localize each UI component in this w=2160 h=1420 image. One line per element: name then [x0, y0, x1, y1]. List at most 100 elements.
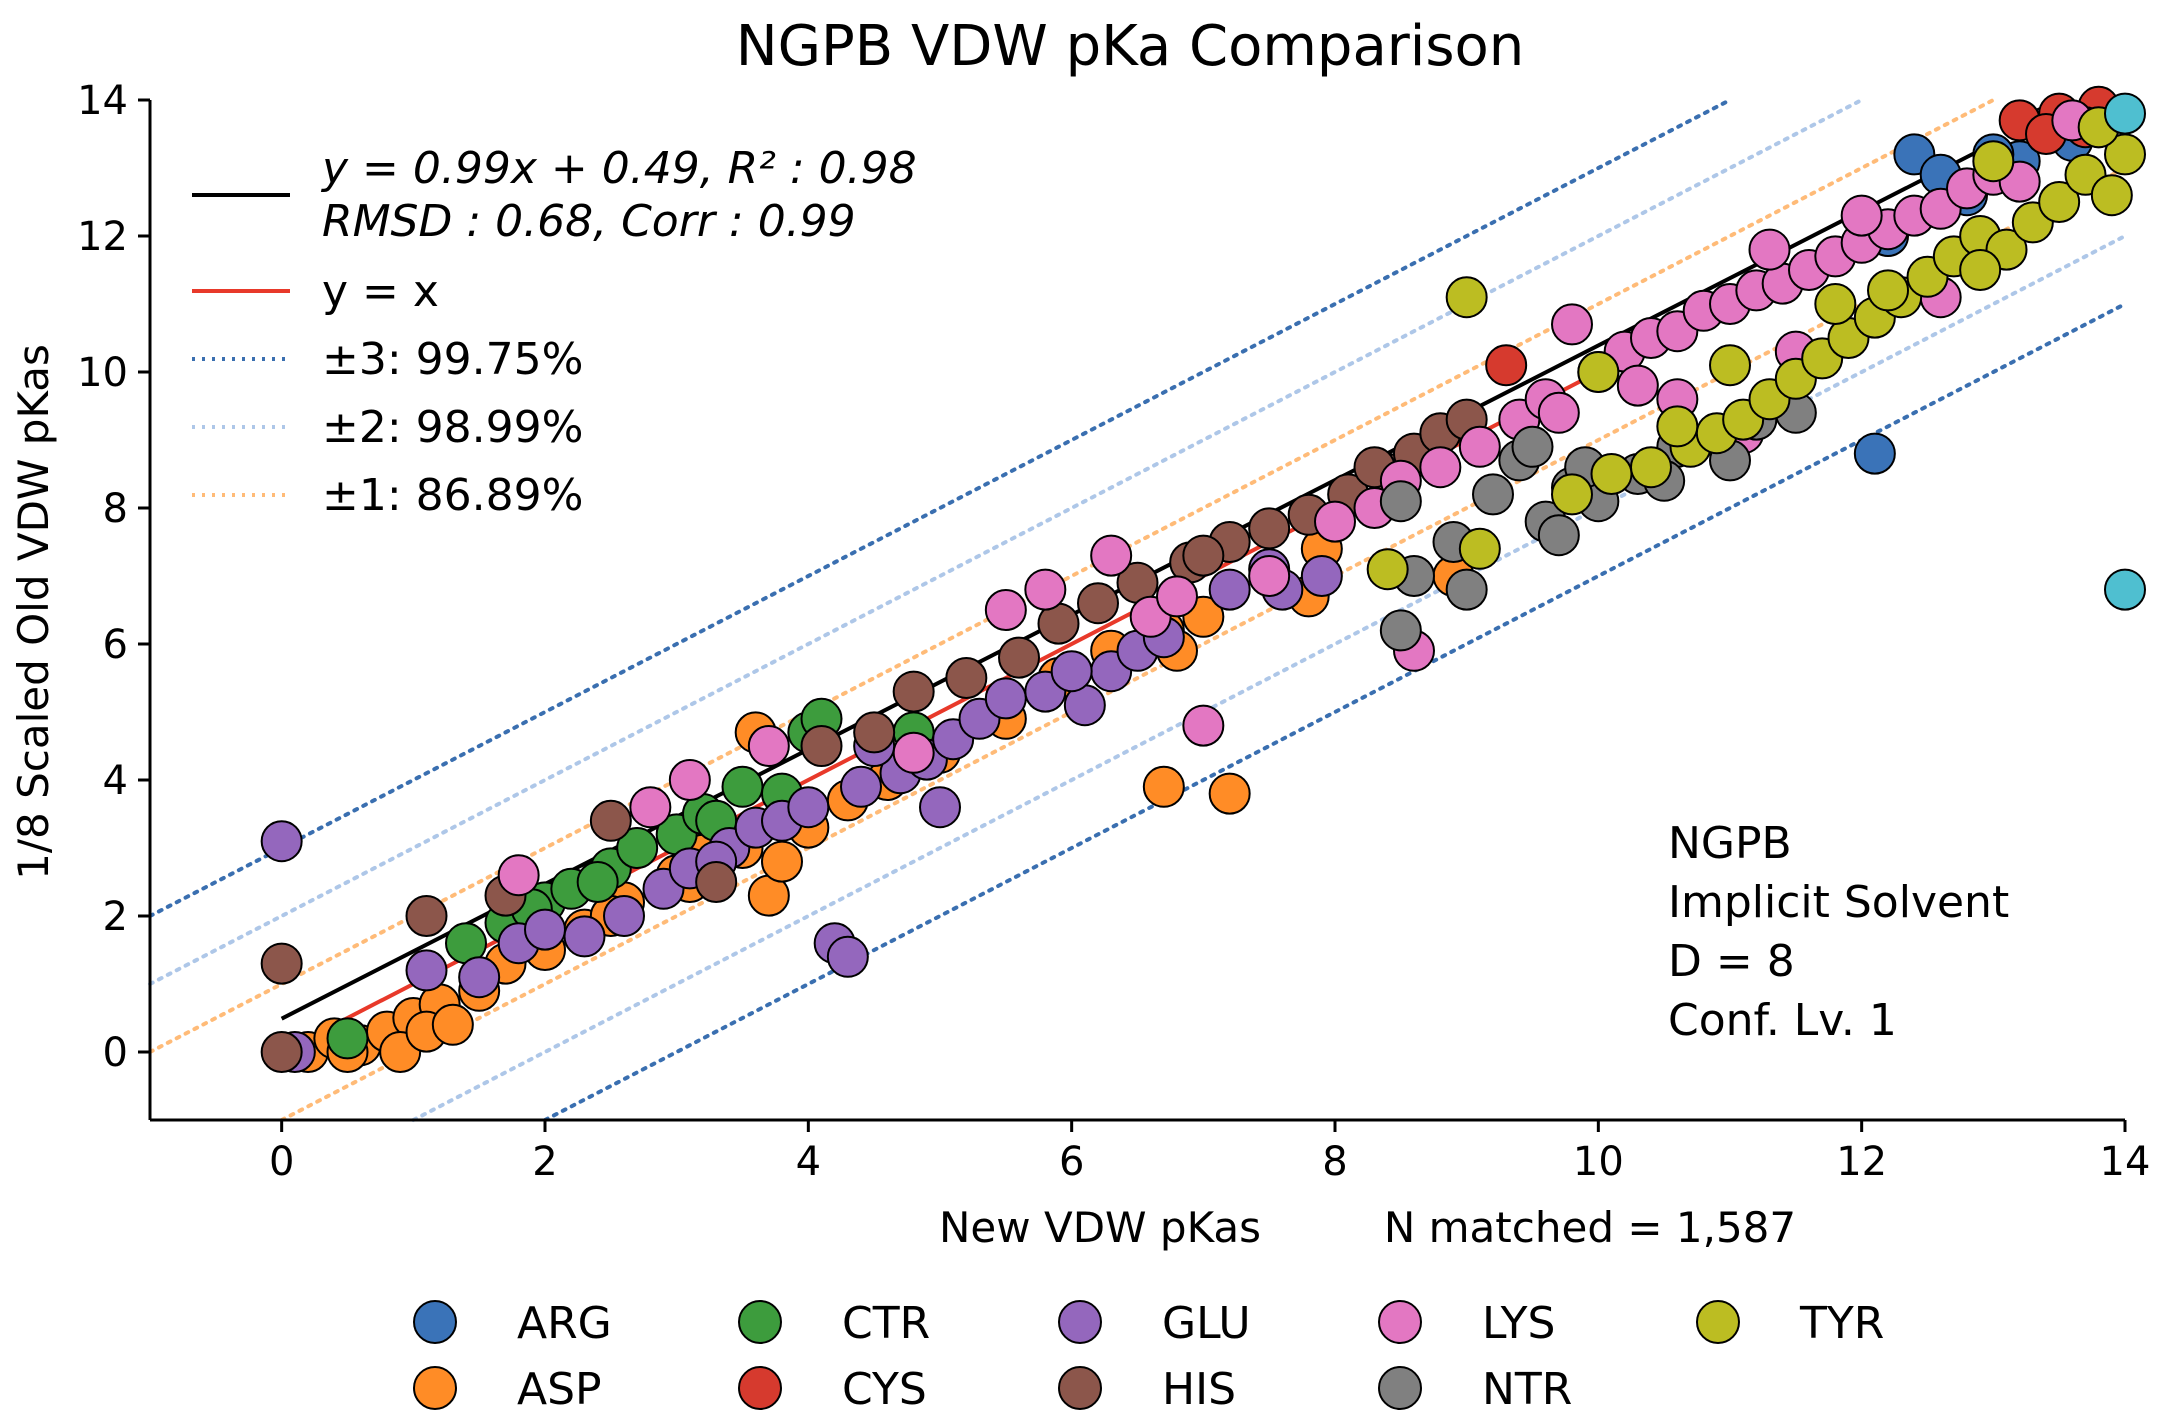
point-glu	[563, 915, 606, 958]
point-ctr	[326, 1017, 369, 1060]
point-lys	[984, 589, 1027, 631]
series-legend: ARG ASP CTR CYS GLU HIS LYS NTR TYR	[413, 1298, 1884, 1415]
point-lys	[1616, 364, 1659, 407]
identity-legend-label: y = x	[322, 266, 439, 317]
legend-marker-glu	[1058, 1300, 1102, 1344]
point-asp	[761, 840, 803, 883]
point-glu	[919, 786, 961, 829]
annotation-line-1: NGPB	[1668, 818, 1792, 869]
point-lys	[1182, 704, 1225, 747]
legend-marker-tyr	[1696, 1300, 1740, 1344]
point-lys	[1748, 228, 1791, 271]
point-ntr	[1445, 568, 1488, 611]
data-points	[260, 85, 2146, 1073]
fit-legend-line1: y = 0.99x + 0.49, R² : 0.98	[320, 143, 917, 194]
point-tyr	[1972, 140, 2015, 183]
annotation-line-4: Conf. Lv. 1	[1668, 995, 1897, 1046]
point-cys	[1485, 344, 1528, 387]
point-ntr	[1537, 514, 1580, 557]
x-tick-label: 8	[1322, 1139, 1347, 1185]
legend-marker-arg	[413, 1300, 457, 1344]
point-outlier	[2104, 92, 2146, 135]
chart-title: NGPB VDW pKa Comparison	[736, 14, 1525, 79]
legend-marker-lys	[1378, 1300, 1422, 1344]
point-tyr	[1577, 351, 1620, 393]
x-tick-label: 14	[2100, 1139, 2151, 1185]
point-his	[892, 670, 935, 713]
band-line-minus1	[279, 166, 2127, 1122]
legend-label-tyr: TYR	[1799, 1298, 1884, 1349]
y-tick-label: 0	[103, 1030, 128, 1076]
point-lys	[668, 759, 711, 801]
point-tyr	[1551, 473, 1593, 516]
point-his	[945, 657, 988, 699]
n-matched-label: N matched = 1,587	[1384, 1203, 1796, 1252]
point-glu	[1208, 568, 1251, 611]
point-lys	[1090, 534, 1133, 577]
point-lys	[497, 854, 540, 897]
point-lys	[747, 725, 790, 767]
point-outlier	[2104, 568, 2146, 611]
point-glu	[524, 908, 566, 951]
point-tyr	[1458, 527, 1501, 570]
point-ntr	[1511, 425, 1554, 468]
x-tick-label: 0	[269, 1139, 294, 1185]
legend-label-lys: LYS	[1482, 1298, 1555, 1349]
annotation-line-3: D = 8	[1668, 936, 1795, 987]
point-ntr	[1472, 473, 1514, 516]
band2-legend-label: ±2: 98.99%	[322, 402, 583, 453]
point-tyr	[1709, 344, 1751, 387]
x-tick-label: 2	[532, 1139, 557, 1185]
point-his	[1077, 582, 1119, 625]
point-his	[1182, 534, 1225, 577]
point-his	[1248, 507, 1291, 550]
point-his	[853, 711, 896, 754]
axes	[148, 100, 2125, 1122]
point-glu	[826, 935, 869, 978]
point-his	[800, 725, 843, 767]
point-glu	[840, 765, 882, 808]
legend-label-ntr: NTR	[1482, 1364, 1572, 1415]
inner-legend: y = 0.99x + 0.49, R² : 0.98 RMSD : 0.68,…	[192, 143, 917, 521]
y-tick-label: 14	[77, 78, 128, 124]
plot-area	[148, 85, 2146, 1122]
point-tyr	[1814, 283, 1857, 325]
legend-marker-cys	[738, 1366, 782, 1410]
point-glu	[984, 677, 1027, 720]
point-his	[589, 799, 632, 842]
point-lys	[1024, 568, 1067, 611]
y-tick-label: 10	[77, 350, 128, 396]
legend-label-cys: CYS	[842, 1364, 927, 1415]
point-asp	[1142, 765, 1185, 808]
legend-label-his: HIS	[1162, 1364, 1236, 1415]
band-line-plus1	[148, 98, 1996, 1054]
band-line-minus2	[411, 234, 2127, 1122]
point-tyr	[1959, 249, 2002, 291]
legend-label-ctr: CTR	[842, 1298, 930, 1349]
point-arg	[1853, 432, 1896, 475]
band-line-plus2	[148, 98, 1864, 986]
point-lys	[1419, 446, 1462, 489]
point-glu	[787, 786, 830, 829]
legend-label-arg: ARG	[517, 1298, 612, 1349]
x-tick-label: 4	[796, 1139, 821, 1185]
point-tyr	[1366, 548, 1409, 591]
legend-label-glu: GLU	[1162, 1298, 1251, 1349]
point-his	[260, 1031, 303, 1073]
x-tick-label: 6	[1059, 1139, 1084, 1185]
point-ntr	[1379, 609, 1422, 652]
point-lys	[1537, 391, 1580, 434]
point-lys	[1314, 500, 1356, 543]
point-lys	[629, 786, 672, 829]
point-asp	[1208, 772, 1251, 815]
point-lys	[1458, 425, 1501, 468]
band3-legend-label: ±3: 99.75%	[322, 334, 583, 385]
tick-labels: 0 2 4 6 8 10 12 14 0 2 4 6 8 10 12 14	[77, 78, 2150, 1185]
plot-annotation: NGPB Implicit Solvent D = 8 Conf. Lv. 1	[1668, 818, 2009, 1046]
y-tick-label: 4	[103, 758, 128, 804]
annotation-line-2: Implicit Solvent	[1668, 877, 2009, 928]
point-tyr	[1590, 453, 1633, 495]
point-tyr	[1867, 269, 1909, 312]
y-tick-label: 8	[103, 486, 128, 532]
